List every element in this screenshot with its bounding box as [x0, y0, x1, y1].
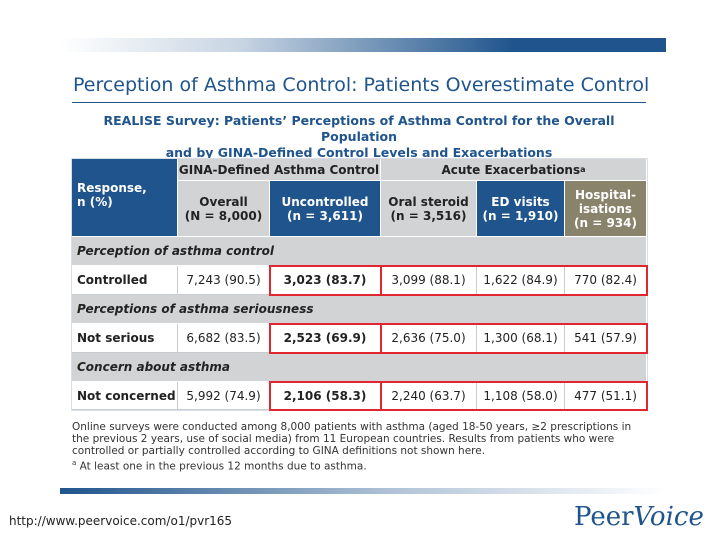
column-header-ed-visits-name: ED visits [491, 194, 550, 209]
subtitle-line-1: REALISE Survey: Patients’ Perceptions of… [103, 113, 615, 144]
logo-word-voice: Voice [633, 502, 704, 532]
column-header-hospitalisations: Hospital- isations (n = 934) [565, 181, 647, 237]
section-heading-concern: Concern about asthma [72, 353, 647, 382]
table-cell: 7,243 (90.5) [178, 266, 270, 295]
logo-word-peer: Peer [574, 502, 634, 532]
footnote-note-text: At least one in the previous 12 months d… [76, 460, 367, 473]
column-header-hospitalisations-n: (n = 934) [574, 215, 637, 230]
column-header-overall-name: Overall [199, 194, 248, 209]
column-header-hospitalisations-name: Hospital- [574, 187, 637, 202]
column-header-oral-steroid-name: Oral steroid [388, 194, 469, 209]
row-label-controlled: Controlled [72, 266, 178, 295]
column-header-ed-visits-n: (n = 1,910) [482, 208, 559, 223]
table-cell: 5,992 (74.9) [178, 382, 270, 410]
section-heading-perception: Perception of asthma control [72, 237, 647, 266]
response-header-label: Response, [77, 181, 147, 195]
table-cell: 6,682 (83.5) [178, 324, 270, 353]
table-cell: 477 (51.1) [565, 382, 647, 410]
gina-control-header: GINA-Defined Asthma Control [178, 159, 381, 181]
column-header-hospitalisations-name-cont: isations [578, 201, 633, 216]
column-header-overall-n: (N = 8,000) [184, 208, 263, 223]
table-cell: 2,106 (58.3) [270, 382, 381, 410]
column-header-uncontrolled-name: Uncontrolled [281, 194, 369, 209]
peervoice-logo: PeerVoice [574, 502, 714, 536]
slide-title: Perception of Asthma Control: Patients O… [73, 74, 650, 96]
column-header-overall: Overall (N = 8,000) [178, 181, 270, 237]
section-heading-seriousness: Perceptions of asthma seriousness [72, 295, 647, 324]
row-label-not-concerned: Not concerned [72, 382, 178, 410]
top-decorative-band [60, 38, 666, 52]
subtitle-line-2: and by GINA-Defined Control Levels and E… [165, 145, 553, 160]
bottom-decorative-band [60, 488, 666, 494]
row-label-not-serious: Not serious [72, 324, 178, 353]
column-header-ed-visits: ED visits (n = 1,910) [477, 181, 565, 237]
table-cell: 1,108 (58.0) [477, 382, 565, 410]
footnote: Online surveys were conducted among 8,00… [72, 421, 646, 473]
footnote-line-3: controlled or partially controlled accor… [72, 445, 486, 457]
column-header-uncontrolled-n: (n = 3,611) [287, 208, 363, 223]
table-cell: 770 (82.4) [565, 266, 647, 295]
response-header: Response, n (%) [72, 159, 178, 237]
acute-exacerbations-label: Acute Exacerbations [441, 162, 581, 177]
table-cell: 3,023 (83.7) [270, 266, 381, 295]
response-header-unit: n (%) [77, 195, 113, 209]
table-cell: 2,523 (69.9) [270, 324, 381, 353]
table-cell: 1,622 (84.9) [477, 266, 565, 295]
acute-exacerbations-header: Acute Exacerbations a [381, 159, 647, 181]
perception-table: Response, n (%) GINA-Defined Asthma Cont… [71, 158, 648, 411]
footnote-line-2: the previous 2 years, use of social medi… [72, 433, 615, 445]
footnote-line-1: Online surveys were conducted among 8,00… [72, 421, 632, 433]
column-header-oral-steroid: Oral steroid (n = 3,516) [381, 181, 477, 237]
table-cell: 2,240 (63.7) [381, 382, 477, 410]
title-divider [72, 102, 646, 103]
table-cell: 2,636 (75.0) [381, 324, 477, 353]
footnote-note-a: a At least one in the previous 12 months… [72, 457, 646, 473]
table-cell: 541 (57.9) [565, 324, 647, 353]
column-header-oral-steroid-n: (n = 3,516) [390, 208, 467, 223]
column-header-uncontrolled: Uncontrolled (n = 3,611) [270, 181, 381, 237]
table-subtitle: REALISE Survey: Patients’ Perceptions of… [72, 113, 646, 161]
acute-exacerbations-footnote-marker: a [580, 164, 586, 174]
source-url[interactable]: http://www.peervoice.com/o1/pvr165 [9, 514, 233, 528]
footnote-marker: a [72, 459, 77, 467]
table-cell: 3,099 (88.1) [381, 266, 477, 295]
table-cell: 1,300 (68.1) [477, 324, 565, 353]
